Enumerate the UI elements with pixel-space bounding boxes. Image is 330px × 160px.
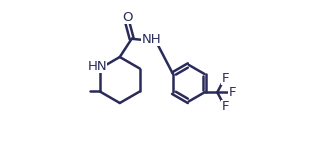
Text: F: F <box>221 72 229 84</box>
Text: HN: HN <box>88 60 107 73</box>
Text: F: F <box>228 86 236 99</box>
Text: NH: NH <box>141 33 161 46</box>
Text: F: F <box>221 100 229 113</box>
Text: O: O <box>122 11 133 24</box>
